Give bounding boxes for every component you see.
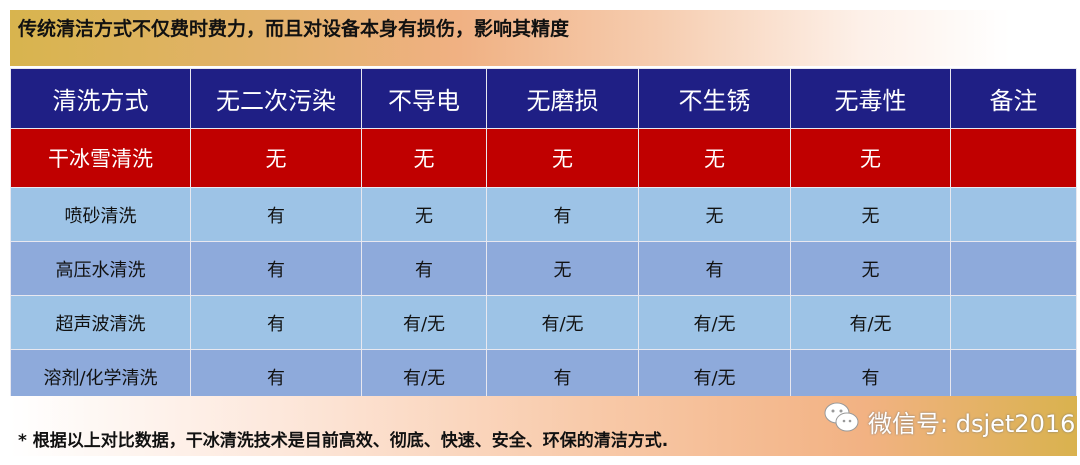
table-cell — [950, 349, 1077, 404]
table-row: 高压水清洗有有无有无 — [10, 241, 1077, 296]
table-cell: 有/无 — [486, 295, 639, 350]
table-row: 喷砂清洗有无有无无 — [10, 187, 1077, 242]
table-cell: 有 — [486, 187, 639, 242]
table-cell: 有 — [190, 295, 362, 350]
table-cell: 有/无 — [790, 295, 951, 350]
table-cell — [950, 241, 1077, 296]
table-cell: 超声波清洗 — [10, 295, 191, 350]
table-cell: 有 — [190, 187, 362, 242]
table-cell: 干冰雪清洗 — [10, 128, 191, 188]
table-cell — [950, 187, 1077, 242]
table-cell: 无 — [486, 128, 639, 188]
footer-banner: 微信号: dsjet2016 * 根据以上对比数据，干冰清洗技术是目前高效、彻底… — [10, 396, 1077, 456]
wechat-icon — [822, 398, 862, 444]
table-row: 溶剂/化学清洗有有/无有有/无有 — [10, 349, 1077, 404]
table-cell: 无 — [361, 128, 487, 188]
table-row: 超声波清洗有有/无 有/无 有/无 有/无 — [10, 295, 1077, 350]
header-cell: 无毒性 — [790, 68, 951, 129]
table-row-highlight: 干冰雪清洗无无无无无 — [10, 128, 1077, 188]
table-cell: 无 — [190, 128, 362, 188]
watermark: 微信号: dsjet2016 — [822, 398, 1075, 444]
table-cell: 无 — [790, 128, 951, 188]
header-cell: 清洗方式 — [10, 68, 191, 129]
table-cell: 无 — [486, 241, 639, 296]
table-cell: 有 — [486, 349, 639, 404]
table-cell: 有 — [790, 349, 951, 404]
table-cell: 有/无 — [361, 295, 487, 350]
table-cell: 喷砂清洗 — [10, 187, 191, 242]
header-cell: 不生锈 — [638, 68, 791, 129]
header-row: 清洗方式 无二次污染 不导电 无磨损 不生锈 无毒性 备注 — [10, 68, 1077, 129]
table-cell: 有 — [190, 241, 362, 296]
table-cell: 无 — [790, 187, 951, 242]
table-cell: 高压水清洗 — [10, 241, 191, 296]
table-cell: 有 — [638, 241, 791, 296]
table-cell: 无 — [361, 187, 487, 242]
comparison-table: 清洗方式 无二次污染 不导电 无磨损 不生锈 无毒性 备注 干冰雪清洗无无无无无… — [10, 68, 1077, 404]
banner-title: 传统清洁方式不仅费时费力，而且对设备本身有损伤，影响其精度 — [18, 18, 570, 40]
title-banner: 传统清洁方式不仅费时费力，而且对设备本身有损伤，影响其精度 — [10, 10, 1010, 66]
header-cell: 无二次污染 — [190, 68, 362, 129]
table-cell — [950, 295, 1077, 350]
table-cell: 无 — [790, 241, 951, 296]
watermark-text: 微信号: dsjet2016 — [868, 409, 1076, 438]
table-cell: 溶剂/化学清洗 — [10, 349, 191, 404]
table-cell: 有/无 — [638, 295, 791, 350]
table-cell: 有/无 — [638, 349, 791, 404]
table-cell: 无 — [638, 187, 791, 242]
footer-note: * 根据以上对比数据，干冰清洗技术是目前高效、彻底、快速、安全、环保的清洁方式. — [18, 431, 669, 451]
header-cell: 备注 — [950, 68, 1077, 129]
table-cell — [950, 128, 1077, 188]
table-cell: 有 — [361, 241, 487, 296]
header-cell: 不导电 — [361, 68, 487, 129]
table-cell: 无 — [638, 128, 791, 188]
header-cell: 无磨损 — [486, 68, 639, 129]
